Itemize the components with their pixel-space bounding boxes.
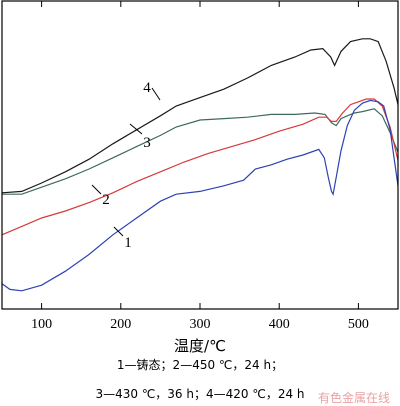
x-axis-ticks: 100 200 300 400 500 bbox=[31, 1, 369, 332]
curve-3 bbox=[2, 108, 398, 195]
leader-line-3 bbox=[129, 123, 143, 135]
curves-layer bbox=[2, 38, 398, 292]
curve-4 bbox=[2, 38, 398, 194]
x-tick-label: 500 bbox=[348, 317, 369, 332]
x-axis-label: 温度/℃ bbox=[174, 337, 226, 355]
curve-1 bbox=[2, 99, 398, 292]
x-tick-label: 200 bbox=[110, 317, 131, 332]
watermark: 有色金属在线 bbox=[317, 391, 390, 405]
x-tick-label: 100 bbox=[31, 317, 52, 332]
x-tick-label: 400 bbox=[269, 317, 290, 332]
leader-line-4 bbox=[151, 87, 161, 101]
caption-line-2: 3—430 ℃，36 h；4—420 ℃，24 h bbox=[95, 387, 305, 401]
curve-label-4: 4 bbox=[143, 80, 151, 96]
axes-frame bbox=[1, 0, 399, 310]
leader-line-1 bbox=[113, 226, 124, 237]
curve-labels: 1 2 3 4 bbox=[91, 80, 161, 251]
x-tick-label: 300 bbox=[190, 317, 211, 332]
curve-label-1: 1 bbox=[124, 235, 132, 251]
curve-label-2: 2 bbox=[102, 192, 110, 208]
leader-line-2 bbox=[91, 184, 102, 195]
caption-line-1: 1—铸态；2—450 ℃，24 h； bbox=[116, 358, 284, 372]
plot-frame bbox=[1, 0, 399, 310]
curve-2 bbox=[2, 98, 398, 236]
curve-label-3: 3 bbox=[143, 135, 151, 151]
